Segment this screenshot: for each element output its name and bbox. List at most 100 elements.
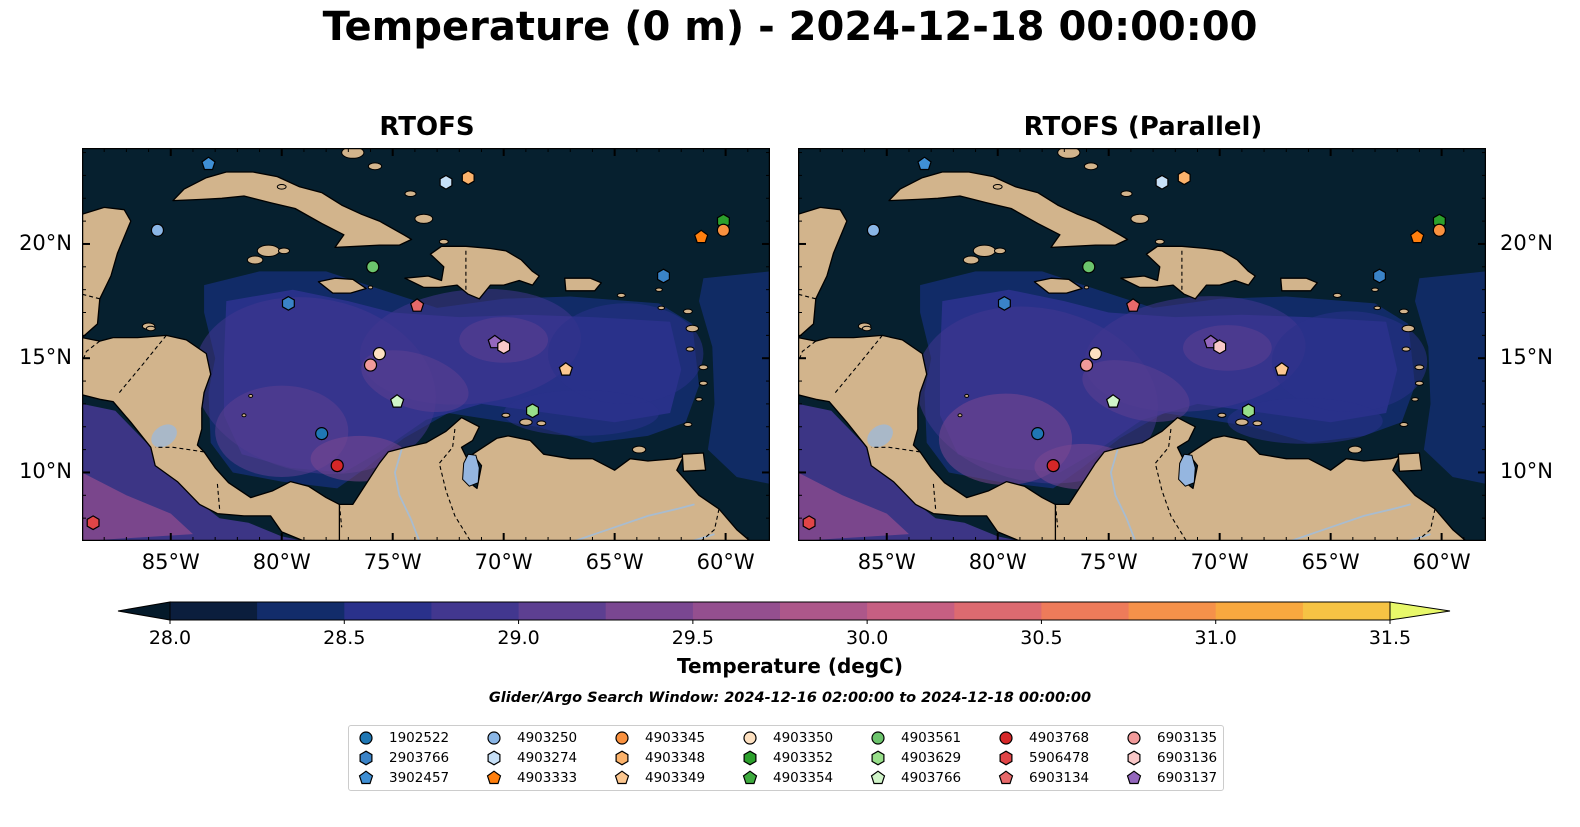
observation-marker-4903350 bbox=[1088, 347, 1102, 361]
country-border bbox=[1416, 508, 1436, 541]
colorbar-under-extension bbox=[117, 601, 171, 621]
central-america-land bbox=[798, 334, 1068, 541]
legend-label: 5906478 bbox=[1029, 750, 1090, 766]
observation-marker-4903345 bbox=[1432, 223, 1446, 237]
observation-marker-3902457 bbox=[201, 156, 216, 171]
small-island bbox=[1083, 285, 1090, 290]
puerto-rico-land bbox=[564, 277, 602, 292]
country-border bbox=[155, 446, 205, 453]
lon-tick-label: 65°W bbox=[585, 550, 644, 574]
small-island bbox=[367, 162, 383, 171]
small-island bbox=[964, 393, 970, 398]
lon-tick-label: 70°W bbox=[474, 550, 533, 574]
river-line bbox=[1290, 503, 1411, 541]
legend-label: 6903134 bbox=[1029, 770, 1090, 786]
hexagon-marker-icon bbox=[1127, 750, 1141, 766]
observation-marker-6903135 bbox=[1079, 358, 1094, 372]
legend-item: 6903135 bbox=[1125, 728, 1217, 748]
legend-item: 4903348 bbox=[613, 748, 705, 768]
small-island bbox=[145, 325, 156, 332]
colorbar-outline bbox=[169, 601, 1391, 621]
small-island bbox=[993, 247, 1007, 255]
ocean-warm-patch bbox=[548, 303, 704, 404]
legend-label: 4903349 bbox=[645, 770, 706, 786]
jamaica-land bbox=[317, 277, 367, 294]
observation-marker-4903349 bbox=[1274, 362, 1290, 376]
legend-item: 3902457 bbox=[357, 768, 449, 788]
legend-marker bbox=[870, 770, 886, 785]
small-island bbox=[1083, 162, 1099, 171]
country-border bbox=[438, 428, 471, 541]
country-border bbox=[871, 446, 921, 453]
pentagon-marker-icon bbox=[870, 770, 886, 785]
small-island bbox=[1401, 346, 1411, 352]
lon-tick-label: 75°W bbox=[1079, 550, 1138, 574]
small-island bbox=[655, 287, 663, 292]
lat-tick-label: 10°N bbox=[19, 459, 72, 484]
small-island bbox=[1332, 292, 1342, 298]
legend-item: 4903354 bbox=[741, 768, 833, 788]
colorbar-tick-label: 29.5 bbox=[671, 627, 714, 649]
small-island bbox=[972, 244, 996, 258]
lat-tick-label: 15°N bbox=[1500, 345, 1553, 370]
colorbar-over-extension bbox=[1389, 601, 1451, 621]
lon-tick-label: 70°W bbox=[1190, 550, 1249, 574]
river-line bbox=[393, 449, 421, 541]
observation-marker-4903561 bbox=[366, 260, 380, 274]
small-island bbox=[1373, 305, 1382, 311]
small-island bbox=[861, 325, 872, 332]
observation-marker-2903766 bbox=[997, 295, 1011, 311]
observation-marker-4903768 bbox=[1046, 458, 1060, 473]
small-island bbox=[1252, 420, 1263, 427]
legend-marker bbox=[999, 750, 1013, 766]
colorbar-segment bbox=[692, 602, 781, 620]
circle-marker-icon bbox=[359, 731, 373, 745]
observation-marker-4903348 bbox=[1177, 170, 1191, 186]
lon-tick-label: 85°W bbox=[141, 550, 200, 574]
legend-label: 4903345 bbox=[645, 730, 706, 746]
colorbar-segment bbox=[257, 602, 345, 620]
observation-marker-4903629 bbox=[526, 403, 539, 419]
small-island bbox=[685, 346, 695, 352]
lon-tick-label: 60°W bbox=[1412, 550, 1471, 574]
colorbar-segment bbox=[1302, 602, 1391, 620]
observation-marker-4903766 bbox=[389, 394, 405, 408]
legend-marker bbox=[359, 731, 373, 745]
legend-item: 6903134 bbox=[997, 768, 1089, 788]
colorbar-segment bbox=[170, 602, 258, 620]
colorbar-label: Temperature (degC) bbox=[677, 654, 903, 678]
small-island bbox=[698, 380, 708, 386]
colorbar-segment bbox=[1215, 602, 1304, 620]
legend-marker bbox=[1126, 770, 1142, 785]
legend-item: 4903768 bbox=[997, 728, 1089, 748]
observation-marker-6903134 bbox=[409, 298, 425, 312]
small-island bbox=[404, 190, 417, 198]
small-island bbox=[957, 413, 963, 418]
colorbar-tick-label: 31.0 bbox=[1194, 627, 1237, 649]
small-island bbox=[616, 292, 626, 298]
colorbar-segment bbox=[344, 602, 432, 620]
legend-marker bbox=[486, 770, 502, 785]
country-border bbox=[833, 335, 883, 396]
legend-marker bbox=[743, 731, 757, 745]
small-island bbox=[241, 413, 247, 418]
legend-marker bbox=[358, 770, 374, 785]
legend-label: 6903136 bbox=[1157, 750, 1218, 766]
map-frame bbox=[82, 148, 770, 541]
hexagon-marker-icon bbox=[871, 750, 885, 766]
colorbar-tick-label: 30.5 bbox=[1020, 627, 1063, 649]
legend-marker bbox=[743, 750, 757, 766]
legend-label: 4903333 bbox=[517, 770, 578, 786]
legend-item: 4903629 bbox=[869, 748, 961, 768]
legend-label: 4903350 bbox=[773, 730, 834, 746]
legend-item: 4903349 bbox=[613, 768, 705, 788]
small-island bbox=[631, 445, 647, 454]
pentagon-marker-icon bbox=[614, 770, 630, 785]
hispaniola-land bbox=[404, 245, 540, 300]
panel-title-rtofs: RTOFS bbox=[379, 112, 475, 142]
observation-marker-4903768 bbox=[330, 458, 344, 473]
observation-marker-6903136 bbox=[497, 339, 511, 355]
legend-item: 2903766 bbox=[357, 748, 449, 768]
observation-marker-2903766 bbox=[281, 295, 295, 311]
small-island bbox=[992, 184, 1003, 190]
